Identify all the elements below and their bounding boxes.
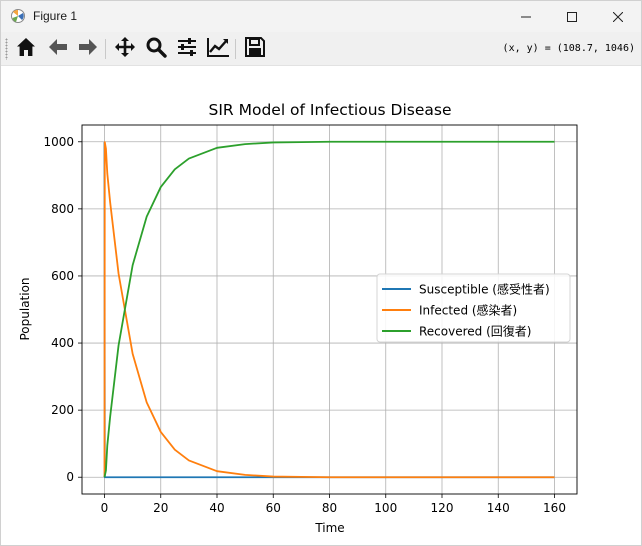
- legend: Susceptible (感受性者) Infected (感染者) Recovere…: [376, 273, 571, 343]
- x-tick-label: 80: [322, 501, 337, 515]
- x-tick-label: 160: [543, 501, 566, 515]
- title-bar[interactable]: Figure 1: [1, 1, 641, 32]
- close-icon: [612, 7, 624, 26]
- sir-line-chart[interactable]: SIR Model of Infectious Disease 0 20 40 60 8…: [1, 67, 641, 545]
- y-tick-label: 800: [51, 202, 74, 216]
- infected-line: [103, 141, 555, 479]
- x-tick-label: 100: [374, 501, 397, 515]
- subplots-icon: [176, 36, 198, 62]
- save-button[interactable]: [243, 37, 267, 61]
- x-axis-label: Time: [314, 521, 344, 535]
- window-title: Figure 1: [33, 9, 78, 23]
- x-tick-label: 0: [101, 501, 109, 515]
- pan-button[interactable]: [113, 37, 137, 61]
- y-axis-ticks: 0 200 400 600 800 1000: [43, 135, 82, 484]
- close-button[interactable]: [595, 1, 641, 32]
- maximize-icon: [567, 7, 577, 26]
- forward-button[interactable]: [76, 37, 100, 61]
- home-icon: [15, 36, 37, 62]
- y-tick-label: 600: [51, 269, 74, 283]
- save-icon: [244, 36, 266, 62]
- edit-axis-icon: [206, 36, 230, 62]
- x-tick-label: 120: [431, 501, 454, 515]
- legend-label: Recovered (回復者): [419, 324, 531, 339]
- x-tick-label: 20: [153, 501, 168, 515]
- toolbar-separator: [235, 39, 236, 59]
- x-tick-label: 140: [487, 501, 510, 515]
- edit-axis-button[interactable]: [206, 37, 230, 61]
- chart-title: SIR Model of Infectious Disease: [208, 101, 451, 119]
- navigation-toolbar: (x, y) = (108.7, 1046): [1, 32, 641, 66]
- toolbar-grip[interactable]: [5, 38, 8, 60]
- matplotlib-icon: [10, 8, 26, 24]
- y-tick-label: 200: [51, 403, 74, 417]
- x-axis-ticks: 0 20 40 60 80 100 120 140 160: [101, 494, 566, 515]
- zoom-button[interactable]: [144, 37, 168, 61]
- x-tick-label: 40: [209, 501, 224, 515]
- cursor-coordinates: (x, y) = (108.7, 1046): [502, 43, 635, 54]
- pan-icon: [114, 36, 136, 62]
- y-tick-label: 1000: [43, 135, 74, 149]
- x-tick-label: 60: [266, 501, 281, 515]
- back-button[interactable]: [46, 37, 70, 61]
- forward-arrow-icon: [77, 36, 99, 62]
- minimize-icon: [521, 7, 531, 26]
- legend-label: Susceptible (感受性者): [419, 282, 550, 297]
- legend-box: [376, 273, 571, 343]
- series-lines: [103, 140, 555, 479]
- subplots-button[interactable]: [175, 37, 199, 61]
- zoom-icon: [145, 36, 167, 62]
- figure-canvas[interactable]: SIR Model of Infectious Disease 0 20 40 60 8…: [1, 67, 641, 545]
- maximize-button[interactable]: [549, 1, 595, 32]
- y-tick-label: 0: [66, 470, 74, 484]
- y-tick-label: 400: [51, 336, 74, 350]
- legend-label: Infected (感染者): [419, 303, 517, 318]
- minimize-button[interactable]: [503, 1, 549, 32]
- recovered-line: [103, 140, 555, 478]
- toolbar-separator: [105, 39, 106, 59]
- y-axis-label: Population: [18, 277, 32, 340]
- back-arrow-icon: [47, 36, 69, 62]
- home-button[interactable]: [14, 37, 38, 61]
